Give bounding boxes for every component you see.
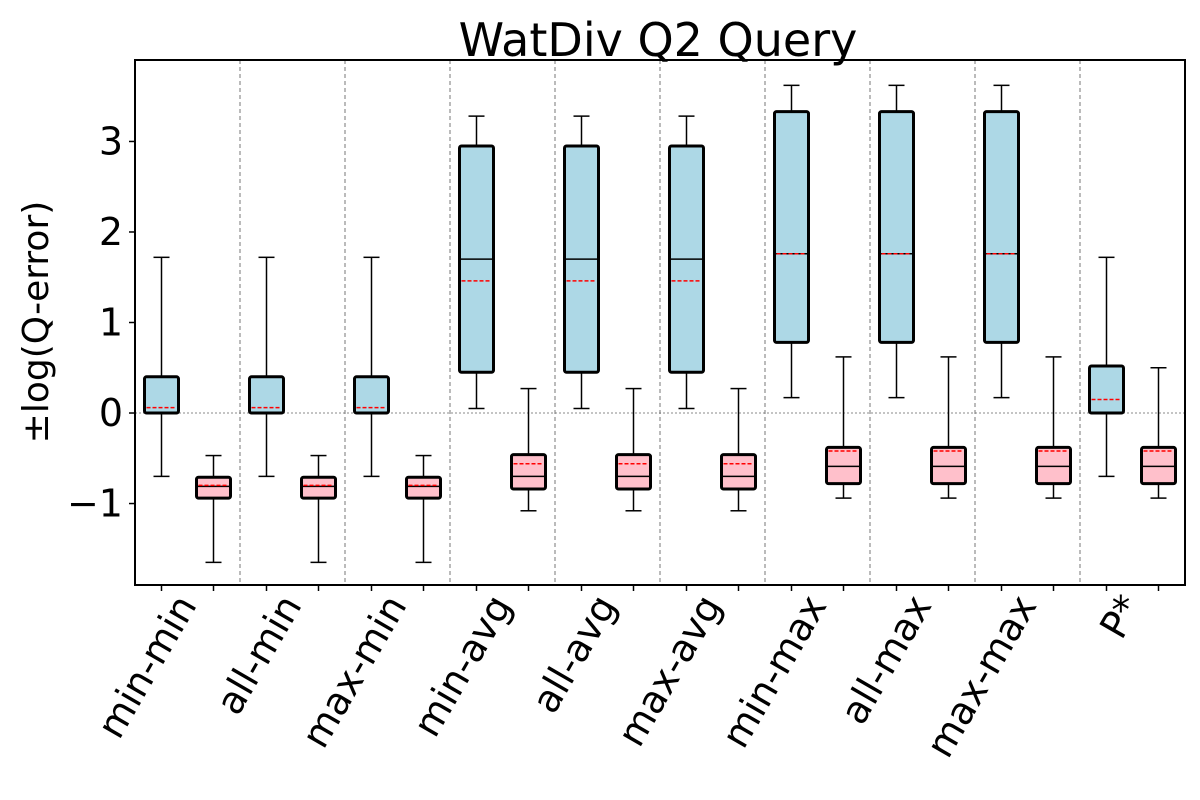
chart-title: WatDiv Q2 Query — [459, 13, 858, 67]
y-tick-label: 2 — [99, 210, 123, 254]
box-all-min-negative — [300, 475, 337, 500]
box-max-max-positive — [983, 110, 1020, 344]
x-tick-label-all-avg: all-avg — [523, 588, 625, 721]
y-tick-label: 0 — [99, 391, 123, 435]
x-tick-label-min-avg: min-avg — [405, 588, 521, 744]
y-tick-label: −1 — [67, 482, 123, 526]
box-P*-negative — [1140, 445, 1177, 486]
y-tick-label: 3 — [99, 119, 123, 163]
box-min-max-positive — [773, 110, 810, 344]
x-tick-label-all-max: all-max — [832, 588, 941, 732]
box-min-avg-negative — [510, 453, 547, 491]
box-min-max-negative — [825, 445, 862, 486]
box-all-max-negative — [930, 445, 967, 486]
box-max-avg-negative — [720, 453, 757, 491]
x-tick-label-max-min: max-min — [293, 588, 415, 756]
y-tick-label: 1 — [99, 301, 123, 345]
x-tick-label-all-min: all-min — [207, 588, 310, 722]
x-tick-label-P*: P* — [1091, 588, 1150, 646]
box-max-max-negative — [1035, 445, 1072, 486]
box-all-max-positive — [878, 110, 915, 344]
x-tick-label-min-max: min-max — [713, 588, 835, 756]
box-P*-positive — [1088, 364, 1125, 415]
box-all-avg-negative — [615, 453, 652, 491]
box-min-min-negative — [195, 475, 232, 500]
box-max-min-negative — [405, 475, 442, 500]
y-axis-label: ±log(Q-error) — [16, 201, 57, 444]
x-tick-label-max-avg: max-avg — [609, 588, 730, 754]
x-tick-label-min-min: min-min — [89, 588, 206, 746]
